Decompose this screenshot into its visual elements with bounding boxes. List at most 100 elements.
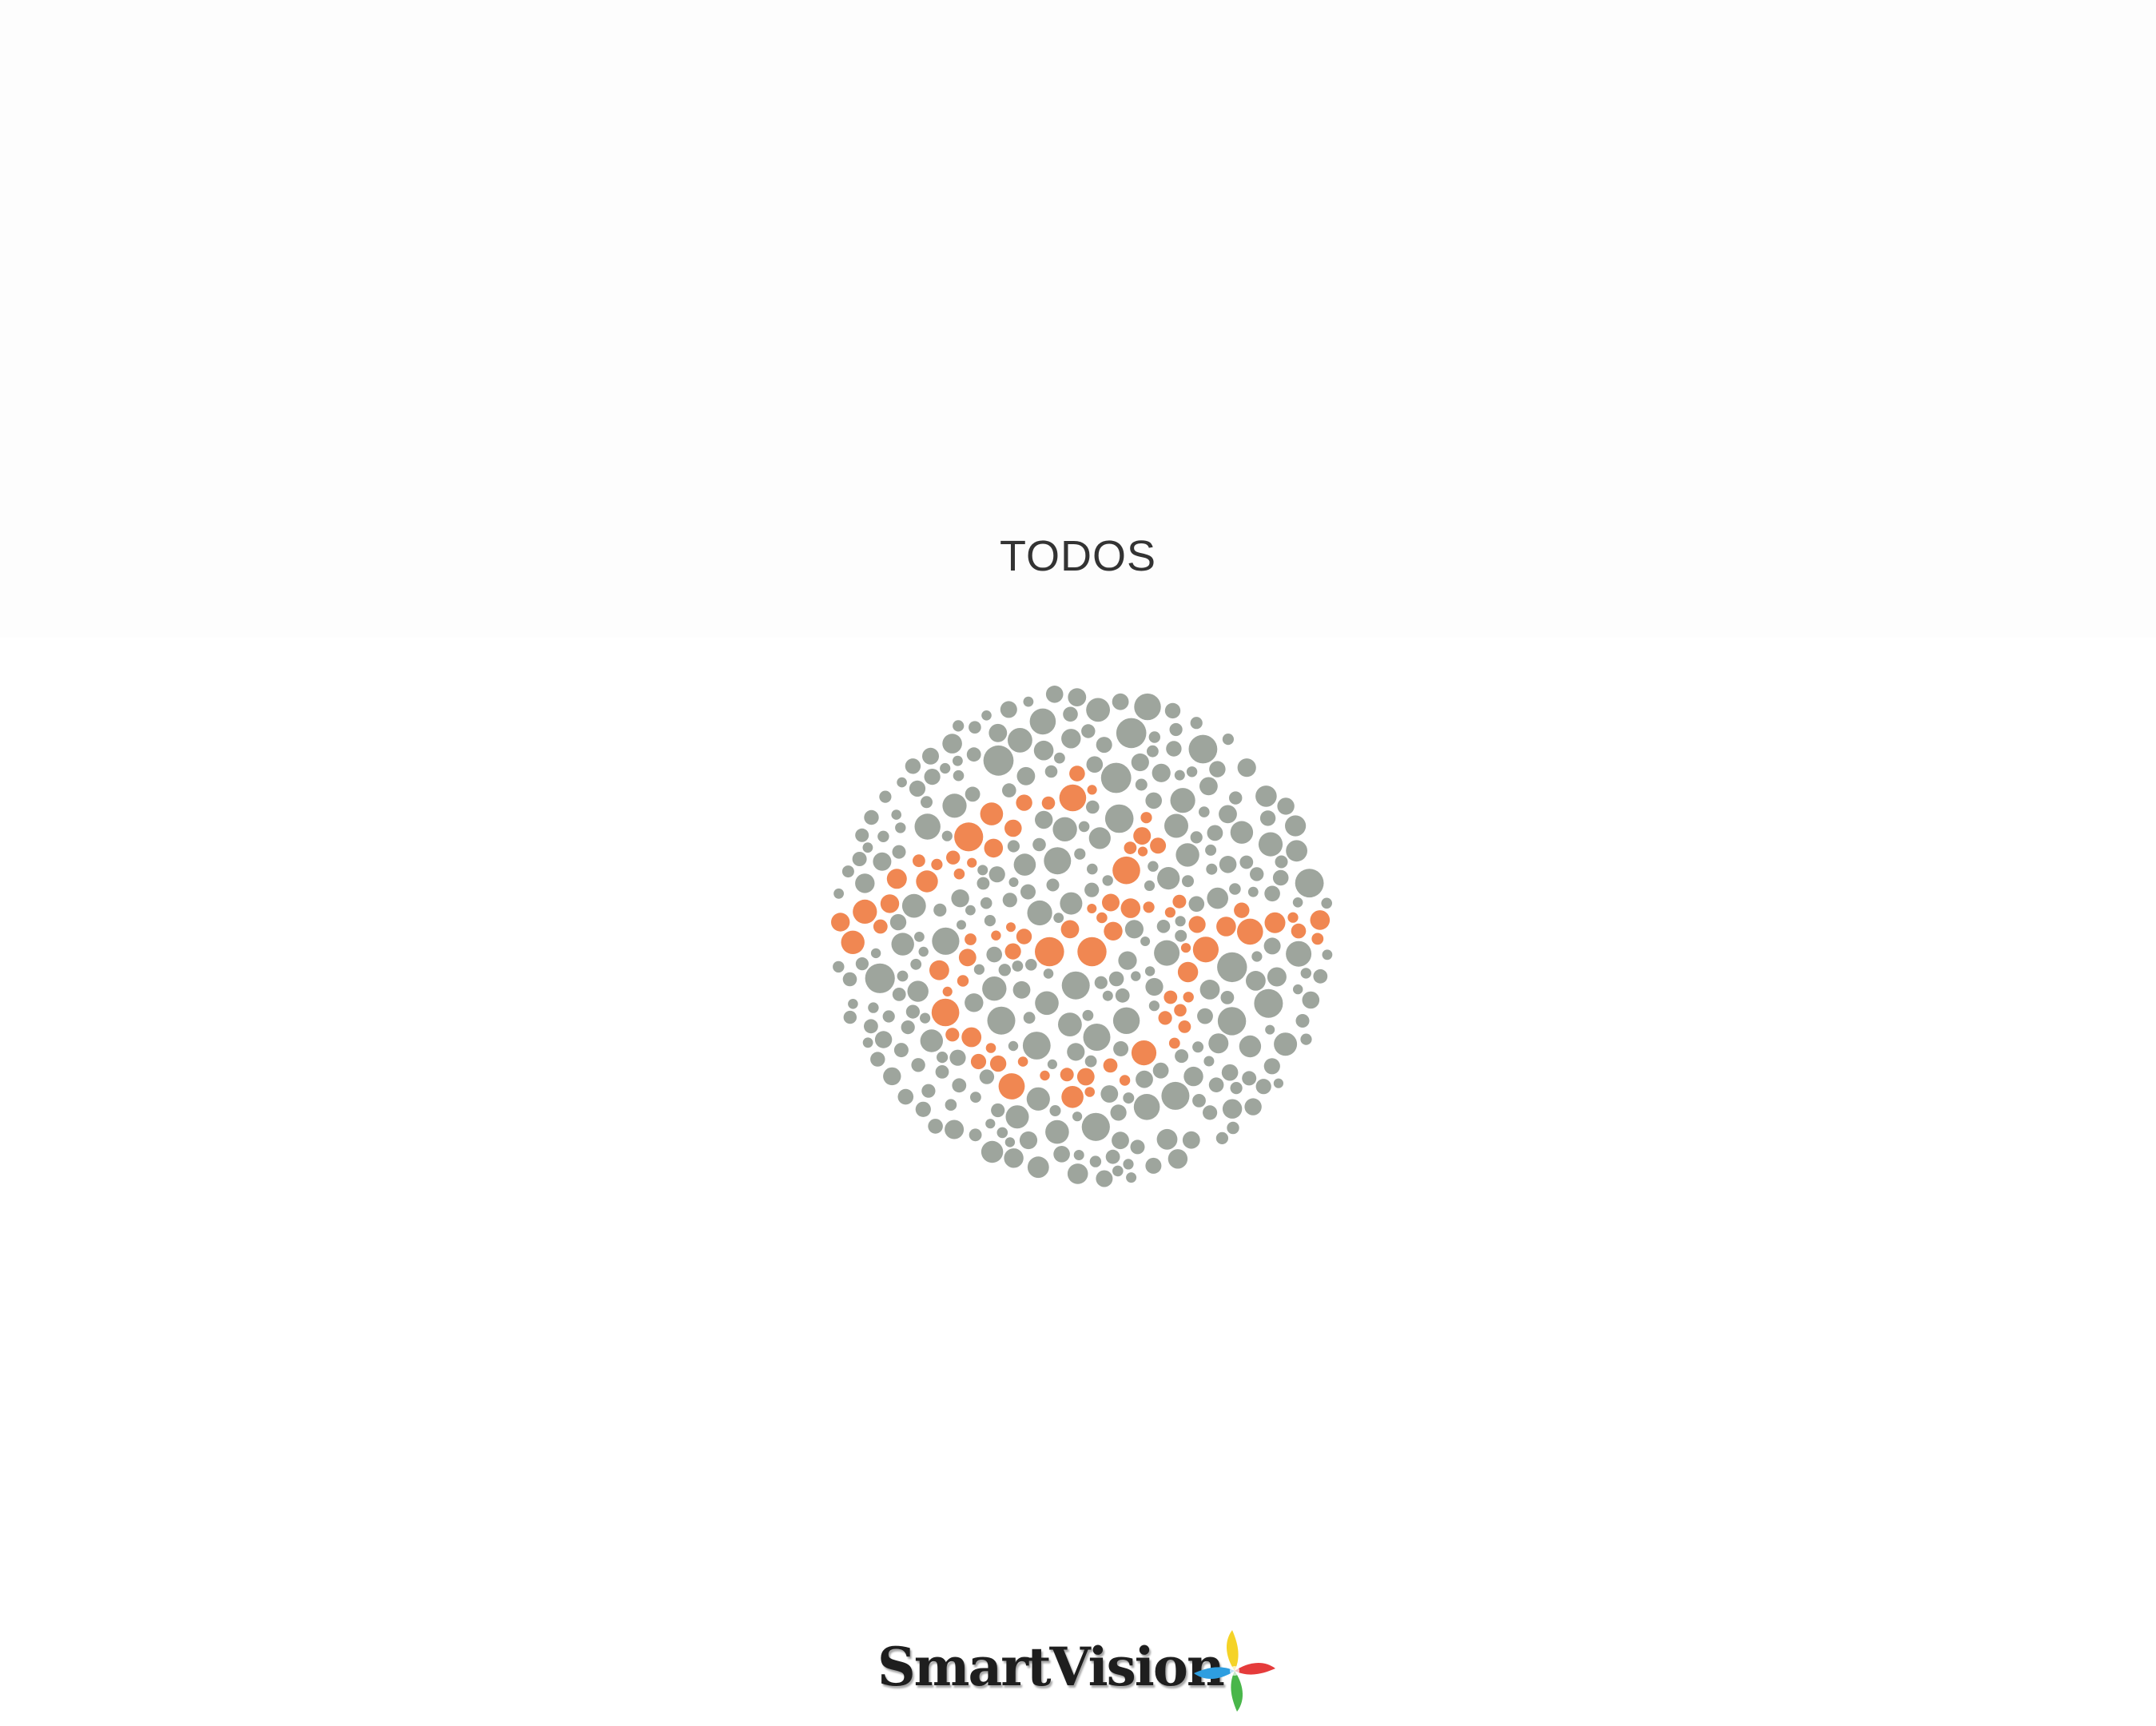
plate-dot <box>953 720 965 732</box>
plate-dot <box>1103 1058 1118 1073</box>
plate-dot <box>1045 1120 1069 1144</box>
plate-dot <box>1152 1062 1169 1079</box>
plate-dot <box>1255 1079 1271 1095</box>
plate-dot <box>1275 855 1288 869</box>
plate-dot <box>907 980 929 1002</box>
plate-dot <box>924 769 941 785</box>
plate-dot <box>1100 762 1132 793</box>
plate-dot <box>1084 882 1100 897</box>
plate-dot <box>1133 827 1152 845</box>
plate-dot <box>1008 877 1019 887</box>
plate-dot <box>1192 937 1219 963</box>
plate-dot <box>987 1006 1016 1035</box>
plate-dot <box>893 1043 909 1058</box>
plate-dot <box>942 793 967 818</box>
plate-dot <box>1264 885 1280 902</box>
plate-dot <box>833 960 845 973</box>
plate-dot <box>970 1053 987 1070</box>
plate-dot <box>1263 937 1281 955</box>
plate-dot <box>953 755 963 766</box>
plate-dot <box>1215 1131 1228 1144</box>
plate-dot <box>873 852 892 871</box>
plate-dot <box>1147 745 1159 758</box>
plate-dot <box>996 1127 1008 1139</box>
plate-dot <box>1286 840 1307 862</box>
plate-dot <box>1096 737 1112 754</box>
plate-dot <box>1044 765 1058 778</box>
plate-dot <box>998 1073 1025 1100</box>
plate-dot <box>1002 893 1017 908</box>
plate-dot <box>1175 1049 1189 1064</box>
plate-dot <box>1102 875 1113 886</box>
plate-dot <box>981 710 992 721</box>
plate-dot <box>1105 1149 1120 1164</box>
plate-dot <box>958 949 977 967</box>
plate-dot <box>1088 827 1111 849</box>
plate-dot <box>940 762 951 774</box>
plate-dot <box>980 802 1004 825</box>
plate-dot <box>1300 968 1311 979</box>
plate-dot <box>946 850 961 865</box>
plate-dot <box>942 734 962 754</box>
plate-dot <box>1148 731 1160 743</box>
plate-dot <box>1130 1139 1145 1155</box>
plate-dot <box>842 972 857 987</box>
plate-dot <box>1060 920 1080 939</box>
plate-dot <box>1255 785 1277 807</box>
plate-dot <box>973 964 985 975</box>
plate-dot <box>1244 1098 1262 1116</box>
plate-dot <box>1027 1156 1049 1179</box>
plate-dot <box>1254 988 1283 1018</box>
plate-dot <box>1086 698 1110 722</box>
plate-dot <box>933 903 947 917</box>
plate-dot <box>1234 902 1250 918</box>
plate-dot <box>1217 952 1247 983</box>
plate-dot <box>1049 1105 1061 1116</box>
plate-dot <box>1112 693 1129 710</box>
plate-dot <box>914 813 941 840</box>
plate-dot <box>1272 869 1289 886</box>
plate-dot <box>1061 729 1081 749</box>
plate-dot <box>1044 847 1072 875</box>
plate-dot <box>1267 967 1287 987</box>
plate-dot <box>1222 734 1234 746</box>
plate-dot <box>1205 844 1217 856</box>
plate-dot <box>965 786 981 802</box>
plate-dot <box>1170 788 1195 813</box>
plate-dot <box>1183 992 1194 1003</box>
plate-dot <box>1054 752 1065 764</box>
plate-dot <box>985 1043 996 1053</box>
plate-dot <box>1033 740 1054 761</box>
plate-dot <box>1286 941 1312 967</box>
plate-dot <box>1124 920 1144 939</box>
plate-dot <box>1081 724 1096 738</box>
plate-dot <box>1156 920 1171 933</box>
plate-dot <box>1029 708 1056 735</box>
plate-dot <box>1060 1068 1074 1082</box>
plate-dot <box>1120 898 1141 918</box>
plate-dot <box>1053 913 1064 923</box>
plate-dot <box>953 868 965 880</box>
plate-dot <box>1123 1159 1134 1170</box>
plate-dot <box>1150 837 1167 854</box>
plate-dot <box>1102 990 1113 1001</box>
plate-dot <box>980 897 992 909</box>
plate-dot <box>1116 718 1147 749</box>
plate-dot <box>1175 929 1187 942</box>
plate-dot <box>1032 837 1046 852</box>
plate-dot <box>1100 1085 1119 1103</box>
plate-dot <box>1322 949 1333 960</box>
plate-dot <box>1043 968 1054 979</box>
plate-dot <box>988 866 1005 883</box>
plate-dot <box>1096 1170 1113 1187</box>
plate-dot <box>985 1119 996 1129</box>
plate-dot <box>1131 753 1149 772</box>
plate-dot <box>913 854 925 868</box>
plate-dot <box>1259 810 1276 826</box>
plate-dot <box>1229 883 1241 895</box>
plate-dot <box>1175 916 1186 927</box>
plate-dot <box>1175 843 1199 867</box>
plate-dot <box>892 988 906 1001</box>
plate-dot <box>983 745 1014 776</box>
plate-dot <box>935 1065 949 1079</box>
